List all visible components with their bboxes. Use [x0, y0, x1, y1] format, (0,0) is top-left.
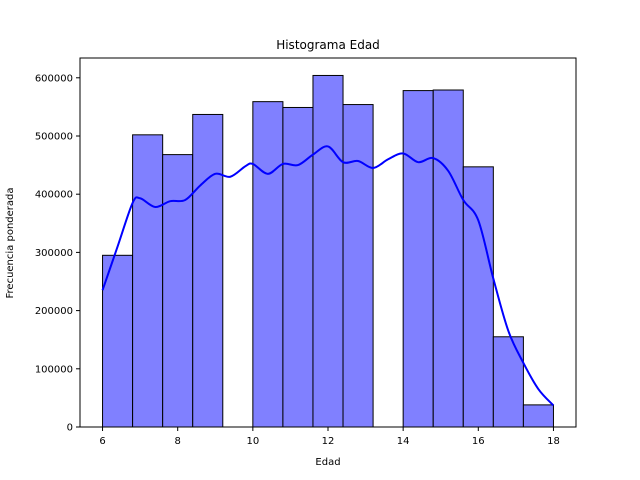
y-tick-label: 300000 — [35, 248, 73, 259]
histogram-bar-6 — [282, 106, 314, 428]
y-tick-label: 0 — [67, 423, 73, 434]
y-tick-label: 500000 — [35, 131, 73, 142]
chart-title: Histograma Edad — [276, 38, 380, 52]
x-axis-label: Edad — [315, 457, 340, 468]
x-axis-ticks: 6 8 10 12 14 16 18 — [99, 427, 560, 447]
histogram-bar-2 — [162, 154, 194, 428]
histogram-bar-13 — [492, 336, 524, 428]
x-tick-label: 12 — [322, 436, 335, 447]
y-tick-label: 600000 — [35, 73, 73, 84]
x-tick-label: 14 — [397, 436, 410, 447]
y-axis-label: Frecuencia ponderada — [5, 188, 16, 299]
bars-group — [102, 74, 554, 428]
x-tick-label: 10 — [246, 436, 259, 447]
histogram-bar-11 — [432, 89, 464, 428]
y-axis-ticks: 0 100000 200000 300000 400000 500000 600000 — [35, 73, 80, 434]
histogram-bar-3 — [192, 113, 224, 428]
x-tick-label: 6 — [99, 436, 105, 447]
y-tick-label: 200000 — [35, 306, 73, 317]
histogram-bar-14 — [522, 404, 554, 428]
x-tick-label: 18 — [547, 436, 560, 447]
x-tick-label: 8 — [175, 436, 181, 447]
histogram-bar-8 — [342, 104, 374, 428]
y-tick-label: 100000 — [35, 364, 73, 375]
x-tick-label: 16 — [472, 436, 485, 447]
kde-curve — [101, 145, 555, 407]
histogram-bar-0 — [102, 254, 134, 428]
histogram-bar-5 — [252, 101, 284, 428]
histogram-bar-7 — [312, 74, 344, 428]
y-tick-label: 400000 — [35, 190, 73, 201]
histogram-bar-1 — [132, 134, 164, 428]
histogram-bar-10 — [402, 90, 434, 428]
